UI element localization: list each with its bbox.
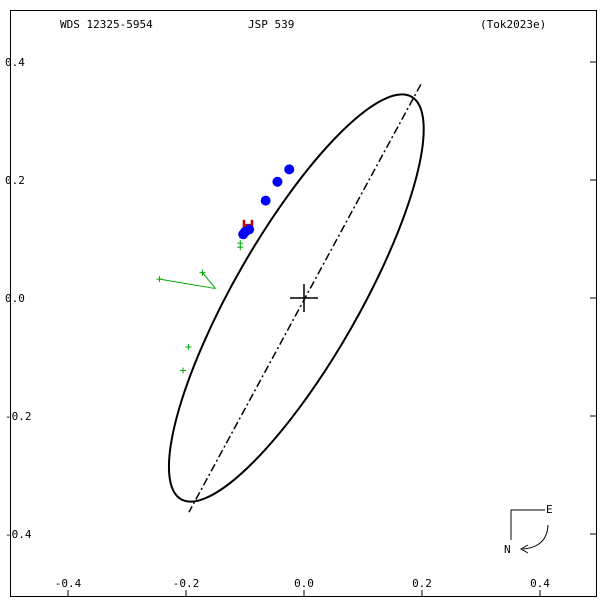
compass-arrowhead-icon [519, 544, 529, 554]
observed-point [260, 195, 271, 206]
x-tick-label: 0.4 [530, 577, 550, 590]
observed-point [238, 229, 249, 240]
compass-north-label: N [504, 543, 511, 556]
x-tick-label: 0.2 [412, 577, 432, 590]
plot-frame [10, 10, 597, 597]
compass-east-label: E [546, 503, 553, 516]
x-tick-label: 0.0 [294, 577, 314, 590]
y-tick-label: -0.2 [5, 410, 32, 423]
compass: E N [504, 503, 553, 556]
compass-east-line [510, 509, 545, 540]
compass-arrow [522, 524, 549, 550]
residual-line [159, 278, 216, 290]
y-tick-label: 0.4 [5, 56, 25, 69]
x-tick-label: -0.4 [55, 577, 82, 590]
observed-point [284, 164, 295, 175]
marks-layer [156, 164, 295, 374]
x-tick-label: -0.2 [173, 577, 200, 590]
y-tick-label: 0.0 [5, 292, 25, 305]
header-center: JSP 539 [248, 18, 294, 31]
header-right: (Tok2023e) [480, 18, 546, 31]
residual-line [202, 272, 216, 289]
orbit-ellipse [167, 93, 425, 503]
y-tick-label: 0.2 [5, 174, 25, 187]
orbit-layer [167, 84, 425, 513]
tick-layer: -0.4 -0.2 0.0 0.2 0.4 0.4 0.2 0.0 -0.2 -0.4 [5, 56, 596, 596]
y-tick-label: -0.4 [5, 528, 32, 541]
header-left: WDS 12325-5954 [60, 18, 153, 31]
observed-point [272, 176, 283, 187]
